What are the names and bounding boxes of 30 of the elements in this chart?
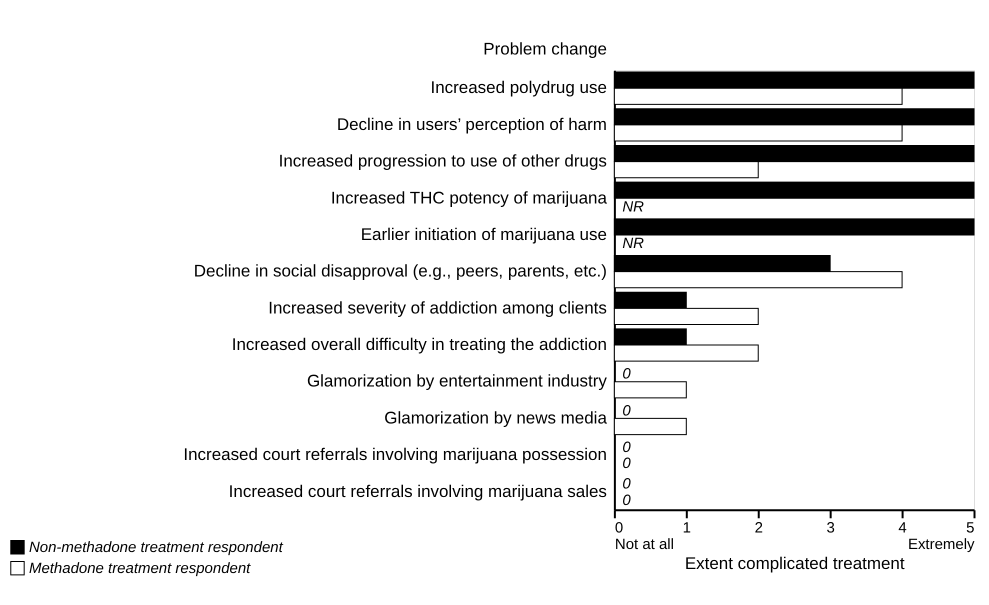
legend-label: Non-methadone treatment respondent xyxy=(28,539,284,556)
x-tick-label: 1 xyxy=(682,519,691,536)
data-label: 0 xyxy=(622,455,632,472)
y-tick-label: Increased severity of addiction among clients xyxy=(268,298,607,318)
data-label: 0 xyxy=(622,366,632,383)
data-label: 0 xyxy=(622,476,632,493)
y-tick-label: Earlier initiation of marijuana use xyxy=(360,224,607,244)
x-tick-label: 2 xyxy=(754,519,763,536)
data-label: 0 xyxy=(622,492,632,509)
y-tick-label: Increased overall difficulty in treating the addiction xyxy=(232,335,607,354)
y-axis-title: Problem change xyxy=(483,40,607,59)
y-tick-label: Increased court referrals involving marijuana possession xyxy=(183,445,607,464)
y-tick-label: Glamorization by entertainment industry xyxy=(306,372,608,391)
text: NR xyxy=(622,198,644,216)
x-axis-title: Extent complicated treatment xyxy=(684,554,905,574)
y-tick-label: Increased polydrug use xyxy=(430,78,607,98)
x-tick-label: 4 xyxy=(898,519,907,536)
x-tick-label: 3 xyxy=(826,519,835,536)
text: NR xyxy=(622,235,644,252)
y-tick-label: Decline in users’ perception of harm xyxy=(336,114,607,134)
y-tick-label: Glamorization by news media xyxy=(384,408,608,428)
y-tick-label: Increased court referrals involving marijuana sales xyxy=(228,482,607,501)
y-tick-label: Decline in social disapproval (e.g., peers, parents, etc.) xyxy=(194,262,607,281)
y-tick-label: Increased progression to use of other drugs xyxy=(278,152,607,171)
x-tick-label: 5 Extremely xyxy=(908,519,976,554)
x-tick-label: 0 Not at all xyxy=(614,519,674,554)
y-tick-label: Increased THC potency of marijuana xyxy=(330,188,608,208)
data-label: 0 xyxy=(622,402,632,420)
data-label: 0 xyxy=(622,439,632,456)
legend-label: Methadone treatment respondent xyxy=(28,560,252,578)
